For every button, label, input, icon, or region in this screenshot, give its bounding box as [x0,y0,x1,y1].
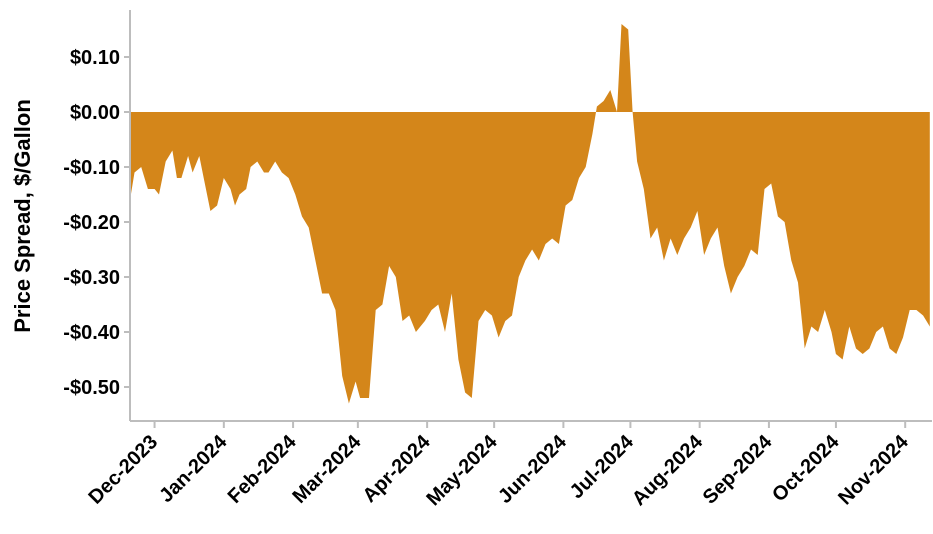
y-tick-label: $0.00 [70,102,120,124]
y-tick-label: -$0.10 [63,157,120,179]
y-axis: $0.10 $0.00 -$0.10 -$0.20 -$0.30 -$0.40 -$0.50 [63,10,131,421]
y-tick-label: -$0.50 [63,377,120,399]
x-tick-label: Feb-2024 [224,430,301,507]
y-tick-label: -$0.20 [63,212,120,234]
x-tick-label: Oct-2024 [768,430,844,506]
x-tick-label: Dec-2023 [84,431,162,509]
x-tick-label: Jan-2024 [155,430,232,507]
x-tick-label: Mar-2024 [289,430,366,507]
x-tick-label: May-2024 [422,430,502,510]
y-tick-label: -$0.40 [63,322,120,344]
x-axis: Dec-2023Jan-2024Feb-2024Mar-2024Apr-2024… [84,420,932,510]
y-tick-label: $0.10 [70,47,120,69]
x-tick-label: Nov-2024 [834,430,913,509]
x-tick-label: Jul-2024 [566,430,639,503]
y-axis-title: Price Spread, $/Gallon [10,99,35,333]
x-tick-label: Aug-2024 [628,430,708,510]
area-layer [130,24,930,404]
x-tick-label: Jun-2024 [494,430,571,507]
series-area [130,24,930,404]
y-tick-label: -$0.30 [63,267,120,289]
x-tick-label: Sep-2024 [699,430,777,508]
